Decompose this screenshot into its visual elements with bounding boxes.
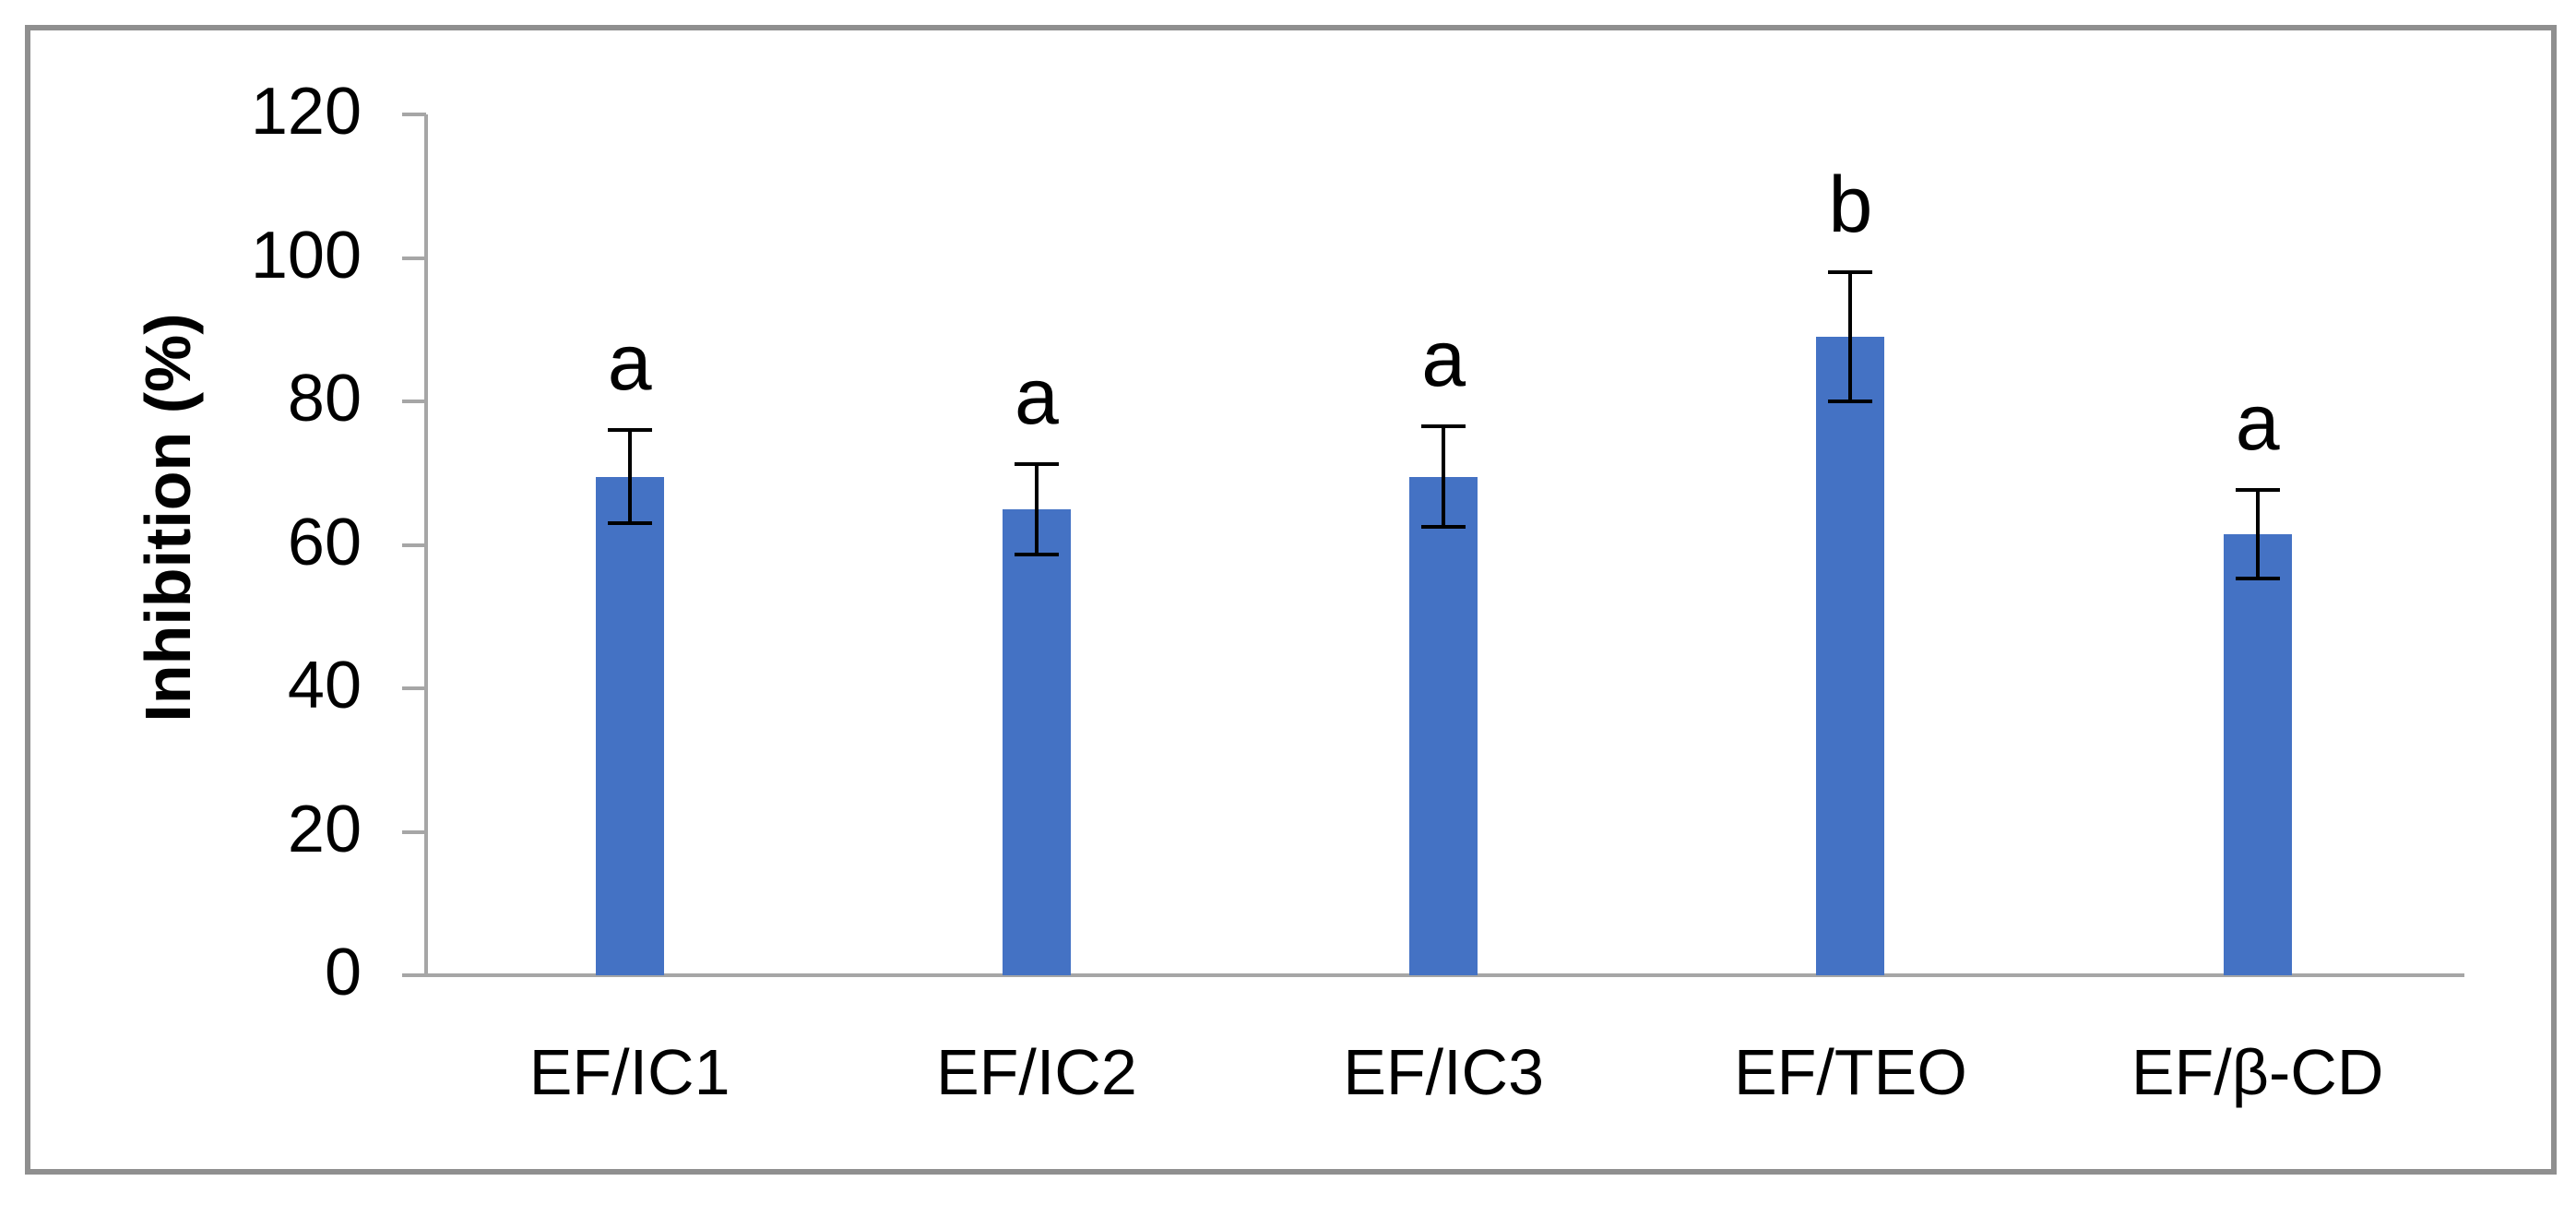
x-axis-line bbox=[402, 973, 2464, 977]
bar bbox=[1409, 476, 1478, 975]
x-category-label: EF/IC2 bbox=[935, 1036, 1137, 1108]
y-tick-label: 80 bbox=[287, 362, 362, 435]
error-bar-cap-bottom bbox=[607, 521, 652, 526]
y-tick-mark bbox=[402, 686, 426, 690]
error-bar-cap-bottom bbox=[1828, 400, 1873, 403]
error-bar-line bbox=[1034, 463, 1039, 555]
y-tick-label: 40 bbox=[287, 649, 362, 722]
figure-frame bbox=[25, 25, 2557, 1175]
error-bar-line bbox=[1442, 426, 1446, 528]
error-bar-cap-top bbox=[1828, 270, 1873, 275]
error-bar-line bbox=[1848, 272, 1853, 401]
x-category-label: EF/IC3 bbox=[1343, 1036, 1545, 1108]
bar bbox=[1002, 508, 1071, 975]
error-bar-cap-top bbox=[2235, 487, 2280, 492]
y-tick-label: 20 bbox=[287, 792, 362, 866]
error-bar-cap-top bbox=[1421, 424, 1466, 429]
y-tick-label: 0 bbox=[324, 936, 362, 1009]
y-tick-mark bbox=[402, 400, 426, 403]
x-category-label: EF/TEO bbox=[1733, 1036, 1967, 1108]
y-tick-label: 60 bbox=[287, 505, 362, 579]
error-bar-cap-bottom bbox=[2235, 577, 2280, 581]
y-tick-label: 100 bbox=[250, 218, 362, 292]
error-bar-cap-top bbox=[607, 428, 652, 433]
significance-letter: b bbox=[1828, 161, 1873, 250]
bar bbox=[2223, 533, 2292, 975]
significance-letter: a bbox=[1421, 315, 1466, 404]
y-tick-mark bbox=[402, 113, 426, 116]
y-tick-label: 120 bbox=[250, 75, 362, 149]
x-category-label: EF/β-CD bbox=[2131, 1036, 2384, 1108]
bar bbox=[595, 476, 664, 975]
bar bbox=[1816, 337, 1885, 975]
y-tick-mark bbox=[402, 543, 426, 547]
y-axis-line bbox=[424, 114, 428, 975]
y-tick-mark bbox=[402, 256, 426, 260]
error-bar-line bbox=[2255, 489, 2260, 579]
error-bar-cap-bottom bbox=[1014, 552, 1059, 556]
error-bar-cap-bottom bbox=[1421, 525, 1466, 530]
significance-letter: a bbox=[2235, 377, 2280, 467]
error-bar-line bbox=[627, 430, 632, 524]
x-category-label: EF/IC1 bbox=[528, 1036, 730, 1108]
significance-letter: a bbox=[1014, 352, 1059, 441]
y-tick-mark bbox=[402, 829, 426, 834]
significance-letter: a bbox=[607, 318, 652, 408]
error-bar-cap-top bbox=[1014, 461, 1059, 466]
